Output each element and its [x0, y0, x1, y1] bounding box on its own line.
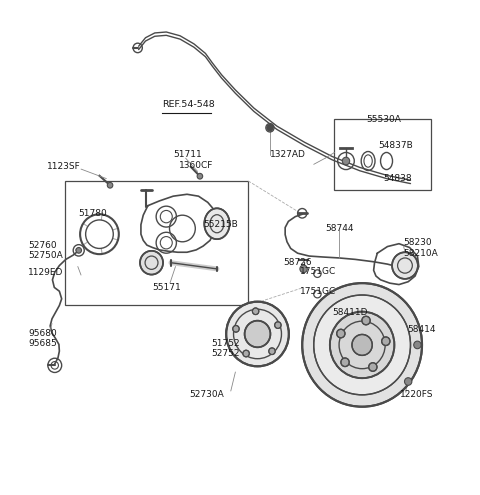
Circle shape	[352, 335, 372, 355]
Text: 52760: 52760	[28, 241, 57, 249]
Circle shape	[275, 322, 281, 328]
Ellipse shape	[204, 208, 229, 239]
Text: 52752: 52752	[211, 349, 240, 358]
Circle shape	[405, 378, 412, 385]
Circle shape	[226, 301, 289, 366]
Text: 58744: 58744	[325, 224, 354, 233]
Text: 51711: 51711	[173, 150, 202, 159]
Circle shape	[342, 157, 349, 165]
Circle shape	[330, 312, 395, 378]
Text: 58411D: 58411D	[332, 308, 368, 317]
Circle shape	[414, 341, 421, 348]
Text: 1327AD: 1327AD	[270, 150, 306, 159]
Text: 58210A: 58210A	[404, 248, 438, 258]
Circle shape	[336, 329, 345, 338]
Text: 55171: 55171	[153, 284, 181, 293]
Circle shape	[362, 316, 370, 325]
Text: 58230: 58230	[404, 238, 432, 247]
Circle shape	[243, 350, 249, 357]
Circle shape	[76, 248, 82, 253]
Circle shape	[392, 252, 418, 279]
Circle shape	[314, 295, 410, 395]
Text: 1751GC: 1751GC	[300, 267, 336, 276]
Circle shape	[140, 251, 163, 275]
Text: 58414: 58414	[407, 325, 435, 334]
Text: 52750A: 52750A	[28, 251, 63, 260]
Bar	[335, 119, 431, 190]
Circle shape	[341, 358, 349, 366]
Text: 1360CF: 1360CF	[179, 161, 214, 170]
Circle shape	[267, 124, 273, 131]
Text: 1220FS: 1220FS	[400, 391, 434, 399]
Circle shape	[302, 283, 422, 407]
Text: 95680: 95680	[28, 329, 57, 338]
Text: REF.54-548: REF.54-548	[162, 100, 215, 109]
Circle shape	[300, 265, 307, 273]
Circle shape	[252, 308, 259, 315]
Text: 55215B: 55215B	[203, 220, 238, 229]
Circle shape	[382, 337, 390, 346]
Circle shape	[197, 173, 203, 179]
Text: 52730A: 52730A	[189, 391, 224, 399]
Text: 58726: 58726	[284, 258, 312, 267]
Text: 55530A: 55530A	[367, 115, 402, 124]
Text: 51752: 51752	[211, 339, 240, 348]
Text: 54838: 54838	[383, 174, 411, 183]
Text: 1123SF: 1123SF	[48, 162, 81, 171]
Circle shape	[245, 321, 270, 347]
Circle shape	[269, 348, 275, 354]
Text: 1129ED: 1129ED	[28, 268, 63, 277]
Text: 1751GC: 1751GC	[300, 287, 336, 296]
Text: 51780: 51780	[78, 209, 107, 218]
Circle shape	[108, 182, 113, 188]
Circle shape	[369, 363, 377, 371]
Text: 95685: 95685	[28, 339, 57, 348]
Text: 54837B: 54837B	[378, 141, 413, 150]
Bar	[65, 181, 248, 305]
Circle shape	[233, 326, 239, 332]
